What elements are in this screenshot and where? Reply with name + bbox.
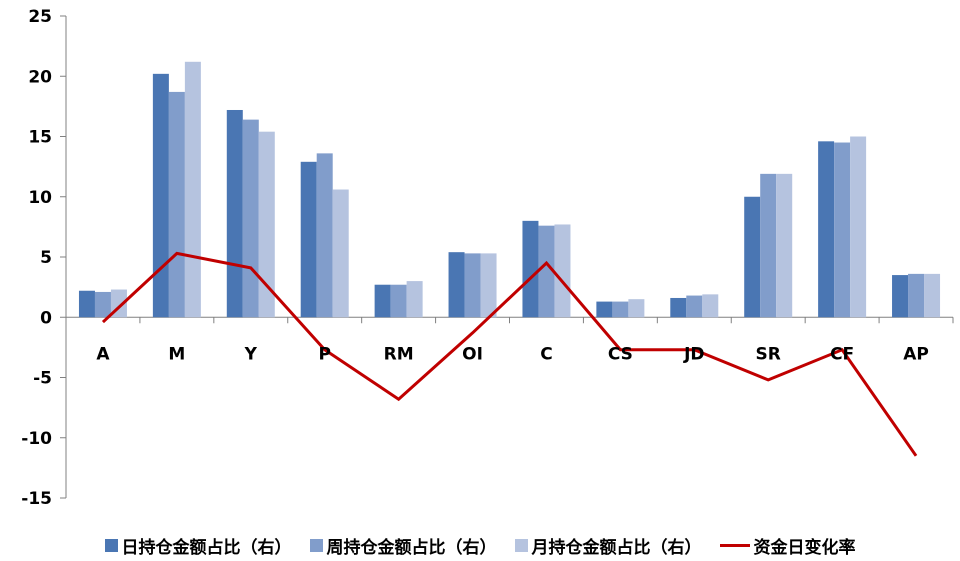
legend-item-daily: 日持仓金额占比（右） [104,533,292,558]
bar-rm-series-1 [390,284,407,318]
bar-rm-series-2 [406,281,423,318]
x-category-label: JD [683,344,704,364]
legend-item-monthly: 月持仓金额占比（右） [514,533,702,558]
legend-label-change-rate: 资金日变化率 [753,537,856,558]
y-tick-label: 5 [40,248,52,268]
legend: 日持仓金额占比（右） 周持仓金额占比（右） 月持仓金额占比（右） 资金日变化率 [0,530,960,560]
bar-rm-series-0 [374,284,391,318]
y-tick-label: 0 [40,308,52,328]
bar-p-series-1 [316,153,333,318]
x-category-label: AP [903,344,929,364]
bar-m-series-1 [168,91,185,318]
bar-jd-series-1 [686,295,703,318]
y-tick-label: -10 [21,429,52,449]
x-category-label: P [318,344,330,364]
bar-a-series-0 [78,290,95,318]
y-axis-ticks: 25 20 15 10 5 0 -5 -10 -15 [21,7,66,509]
x-category-label: RM [384,344,414,364]
x-category-label: CS [608,344,633,364]
y-tick-label: -15 [21,489,52,509]
bar-oi-series-2 [480,253,497,318]
bar-ap-series-1 [908,273,925,318]
legend-item-weekly: 周持仓金额占比（右） [309,533,497,558]
legend-line-change-rate [719,543,750,547]
x-axis-ticks [65,317,954,324]
legend-item-change-rate: 资金日变化率 [719,533,856,558]
bar-ap-series-0 [892,275,909,318]
category-labels: A M Y P RM OI C CS JD SR CF AP [96,344,928,364]
y-tick-label: -5 [33,369,52,389]
x-category-label: Y [244,344,258,364]
bar-c-series-1 [538,225,555,318]
legend-swatch-weekly [309,538,323,552]
bar-m-series-2 [184,61,201,318]
legend-swatch-monthly [514,538,528,552]
bar-cs-series-1 [612,301,629,318]
bar-oi-series-0 [448,252,465,318]
x-category-label: M [168,344,185,364]
legend-label-monthly: 月持仓金额占比（右） [531,537,702,558]
legend-label-weekly: 周持仓金额占比（右） [326,537,497,558]
bar-c-series-0 [522,220,539,318]
bar-jd-series-2 [702,294,719,318]
y-tick-label: 15 [28,128,52,148]
chart: 25 20 15 10 5 0 -5 -10 -15 A M Y P RM OI C CS JD SR CF AP [21,7,954,509]
bar-ap-series-2 [924,273,941,318]
legend-swatch-daily [104,538,118,552]
bar-cf-series-2 [850,136,867,318]
bar-p-series-0 [300,161,317,318]
bar-sr-series-0 [744,196,761,318]
x-category-label: SR [756,344,781,364]
bar-sr-series-2 [776,173,793,318]
x-category-label: OI [462,344,483,364]
bar-cf-series-0 [818,141,835,318]
bar-y-series-0 [226,109,243,318]
y-tick-label: 20 [28,67,52,87]
bar-cs-series-2 [628,299,645,318]
bar-a-series-1 [94,291,111,318]
bar-oi-series-1 [464,253,481,318]
bar-c-series-2 [554,224,571,318]
x-category-label: A [96,344,110,364]
bar-cf-series-1 [834,142,851,318]
legend-label-daily: 日持仓金额占比（右） [121,537,292,558]
line-change-rate [101,251,918,457]
bar-y-series-2 [258,131,275,318]
line-series-group [101,251,918,457]
bar-y-series-1 [242,119,259,318]
bar-series-group [78,61,941,318]
x-category-label: CF [830,344,854,364]
bar-cs-series-0 [596,301,613,318]
bar-jd-series-0 [670,297,687,318]
y-tick-label: 10 [28,188,52,208]
bar-m-series-0 [152,73,169,318]
x-category-label: C [540,344,552,364]
bar-p-series-2 [332,189,349,318]
bar-sr-series-1 [760,173,777,318]
y-tick-label: 25 [28,7,52,27]
